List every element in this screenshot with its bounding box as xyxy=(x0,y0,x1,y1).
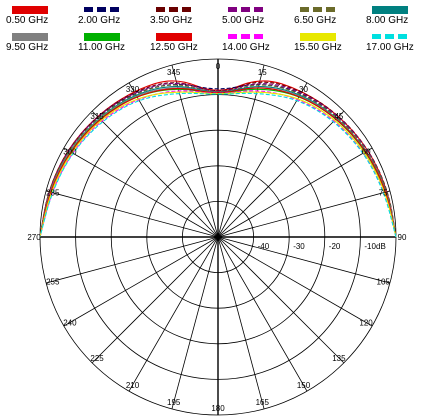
angle-tick-label: 90 xyxy=(398,233,407,242)
legend-item: 17.00 GHz xyxy=(360,28,432,54)
legend-swatch xyxy=(228,7,264,12)
legend-item: 6.50 GHz xyxy=(288,1,360,27)
legend-item: 11.00 GHz xyxy=(72,28,144,54)
grid-spoke xyxy=(63,236,219,327)
angle-tick-label: 330 xyxy=(126,85,140,94)
angle-tick-label: 165 xyxy=(256,398,270,407)
grid-spoke xyxy=(45,190,219,238)
angle-tick-label: 15 xyxy=(258,68,267,77)
grid-spoke xyxy=(217,190,391,238)
angle-tick-label: 180 xyxy=(211,404,225,413)
legend-label: 8.00 GHz xyxy=(366,15,409,26)
legend-item: 3.50 GHz xyxy=(144,1,216,27)
grid-spoke xyxy=(217,82,308,238)
legend-swatch xyxy=(372,6,408,14)
legend-label: 9.50 GHz xyxy=(6,42,49,53)
grid-spoke xyxy=(63,147,219,238)
series-line xyxy=(39,92,397,238)
grid-spoke xyxy=(217,236,308,392)
legend-swatch xyxy=(84,7,120,12)
grid-spoke xyxy=(217,147,373,238)
legend-swatch xyxy=(12,6,48,14)
angle-tick-label: 60 xyxy=(362,148,371,157)
legend-label: 11.00 GHz xyxy=(78,42,126,53)
angle-tick-label: 210 xyxy=(126,381,140,390)
legend-label: 2.00 GHz xyxy=(78,15,121,26)
legend-swatch xyxy=(84,33,120,41)
angle-tick-label: 195 xyxy=(167,398,181,407)
legend-item: 14.00 GHz xyxy=(216,28,288,54)
angle-tick-label: 0 xyxy=(216,62,221,71)
legend-swatch xyxy=(300,33,336,41)
legend-swatch xyxy=(156,7,192,12)
grid-spoke xyxy=(45,236,219,284)
legend-label: 3.50 GHz xyxy=(150,15,193,26)
angle-tick-label: 240 xyxy=(63,319,77,328)
radial-tick-label: -30 xyxy=(293,242,305,251)
angle-tick-label: 75 xyxy=(379,189,388,198)
radial-unit-label: dB xyxy=(376,242,386,251)
grid-spoke xyxy=(91,110,219,238)
legend: 0.50 GHz 2.00 GHz 3.50 GHz 5.00 GHz 6.50 GHz… xyxy=(0,0,435,54)
angle-tick-label: 300 xyxy=(63,148,77,157)
legend-label: 0.50 GHz xyxy=(6,15,49,26)
angle-tick-label: 270 xyxy=(27,233,41,242)
angle-tick-label: 255 xyxy=(46,277,60,286)
angle-tick-label: 345 xyxy=(167,68,181,77)
legend-swatch xyxy=(228,34,264,39)
legend-item: 12.50 GHz xyxy=(144,28,216,54)
axis-labels: 0 15 30 45 60 75 90 105 120 135 150 165 180 195 210 225… xyxy=(27,62,407,413)
legend-label: 6.50 GHz xyxy=(294,15,337,26)
legend-label: 12.50 GHz xyxy=(150,42,198,53)
series-line xyxy=(39,84,397,238)
legend-label: 14.00 GHz xyxy=(222,42,270,53)
grid-spoke xyxy=(171,236,219,410)
legend-item: 5.00 GHz xyxy=(216,1,288,27)
angle-tick-label: 30 xyxy=(299,85,308,94)
radial-tick-label: -40 xyxy=(258,242,270,251)
series-lines xyxy=(39,80,397,238)
series-line xyxy=(39,91,397,238)
legend-item: 8.00 GHz xyxy=(360,1,432,27)
grid-spoke xyxy=(91,236,219,364)
radial-tick-label: -10 xyxy=(364,242,376,251)
legend-item: 0.50 GHz xyxy=(0,1,72,27)
legend-item: 15.50 GHz xyxy=(288,28,360,54)
grid-spoke xyxy=(217,236,391,284)
grid-spoke xyxy=(128,236,219,392)
legend-swatch xyxy=(372,34,408,39)
angle-tick-label: 120 xyxy=(359,319,373,328)
legend-label: 17.00 GHz xyxy=(366,42,414,53)
grid-spoke xyxy=(217,236,265,410)
grid-spoke xyxy=(128,82,219,238)
angle-tick-label: 45 xyxy=(334,112,343,121)
angle-tick-label: 105 xyxy=(377,277,391,286)
angle-tick-label: 150 xyxy=(297,381,311,390)
grid-spoke xyxy=(217,236,373,327)
legend-label: 5.00 GHz xyxy=(222,15,265,26)
legend-item: 2.00 GHz xyxy=(72,1,144,27)
angle-tick-label: 285 xyxy=(46,189,60,198)
angle-tick-label: 315 xyxy=(90,112,104,121)
angle-tick-label: 135 xyxy=(332,354,346,363)
grid-spoke xyxy=(217,236,345,364)
grid-spoke xyxy=(217,110,345,238)
legend-swatch xyxy=(12,33,48,41)
angle-tick-label: 225 xyxy=(90,354,104,363)
radial-tick-label: -20 xyxy=(329,242,341,251)
legend-swatch xyxy=(300,7,336,12)
legend-swatch xyxy=(156,33,192,41)
series-line xyxy=(39,87,397,238)
legend-item: 9.50 GHz xyxy=(0,28,72,54)
legend-label: 15.50 GHz xyxy=(294,42,342,53)
